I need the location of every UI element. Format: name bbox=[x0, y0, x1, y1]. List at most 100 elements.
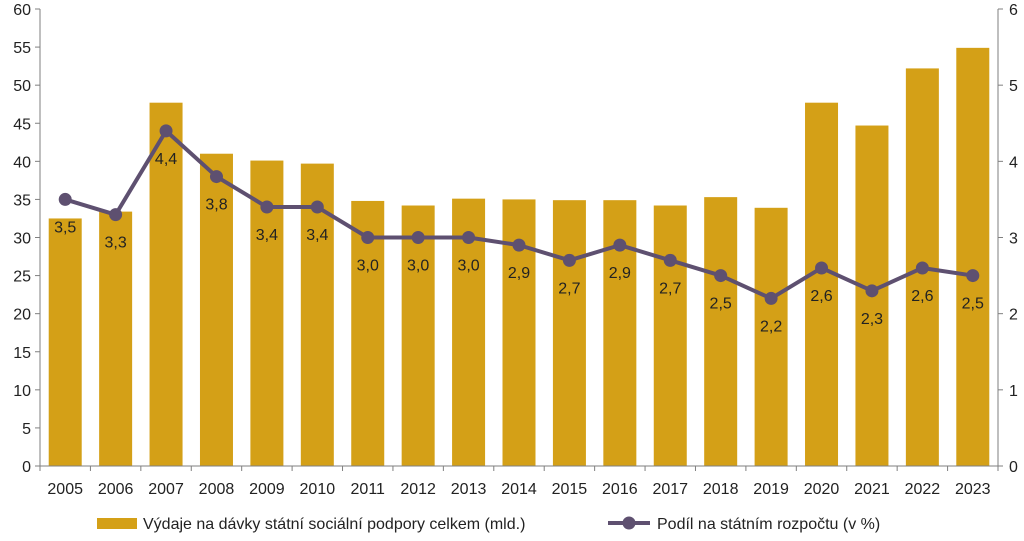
line-data-label: 4,4 bbox=[155, 151, 177, 168]
line-point bbox=[764, 291, 778, 305]
line-data-label: 2,7 bbox=[558, 280, 580, 297]
line-point bbox=[613, 238, 627, 252]
line-data-label: 2,7 bbox=[659, 280, 681, 297]
line-point bbox=[915, 261, 929, 275]
x-tick-label: 2016 bbox=[602, 481, 638, 498]
line-point bbox=[361, 231, 375, 244]
x-tick-label: 2018 bbox=[703, 481, 739, 498]
x-tick-label: 2017 bbox=[652, 481, 688, 498]
line-point bbox=[109, 208, 123, 222]
line-data-label: 3,5 bbox=[54, 219, 76, 236]
line-point bbox=[512, 238, 526, 252]
bar bbox=[956, 47, 990, 466]
x-tick-label: 2008 bbox=[199, 481, 235, 498]
line-data-label: 2,9 bbox=[609, 265, 631, 282]
left-tick-label: 40 bbox=[13, 154, 31, 171]
bar bbox=[99, 211, 133, 466]
bar bbox=[199, 153, 233, 466]
line-point bbox=[663, 253, 677, 267]
bar bbox=[704, 197, 738, 467]
bar bbox=[754, 207, 788, 467]
line-data-label: 3,3 bbox=[105, 235, 127, 252]
left-tick-label: 5 bbox=[22, 421, 31, 438]
left-tick-label: 25 bbox=[13, 269, 31, 286]
right-tick-label: 0 bbox=[1009, 459, 1018, 476]
bar bbox=[805, 102, 839, 466]
legend-swatch-bars bbox=[97, 518, 137, 529]
line-point bbox=[562, 253, 576, 267]
line-data-label: 3,4 bbox=[306, 227, 328, 244]
line-point bbox=[966, 269, 980, 283]
x-tick-label: 2023 bbox=[955, 481, 991, 498]
left-tick-label: 50 bbox=[13, 78, 31, 95]
left-tick-label: 45 bbox=[13, 116, 31, 133]
x-tick-label: 2015 bbox=[552, 481, 588, 498]
x-tick-label: 2019 bbox=[753, 481, 789, 498]
line-data-label: 3,0 bbox=[407, 258, 429, 275]
line-point bbox=[58, 192, 72, 206]
right-tick-label: 3 bbox=[1009, 231, 1018, 248]
line-data-label: 3,8 bbox=[205, 197, 227, 214]
left-tick-label: 30 bbox=[13, 231, 31, 248]
bar-series bbox=[48, 47, 990, 467]
legend-label-line: Podíl na státním rozpočtu (v %) bbox=[657, 516, 880, 533]
left-tick-label: 0 bbox=[22, 459, 31, 476]
x-tick-label: 2005 bbox=[47, 481, 83, 498]
x-tick-label: 2021 bbox=[854, 481, 890, 498]
right-tick-label: 5 bbox=[1009, 78, 1018, 95]
right-tick-label: 6 bbox=[1009, 2, 1018, 19]
line-point bbox=[159, 124, 173, 138]
line-point bbox=[462, 231, 476, 244]
line-data-label: 2,3 bbox=[861, 311, 883, 328]
line-point bbox=[411, 231, 425, 244]
legend-label-bars: Výdaje na dávky státní sociální podpory … bbox=[143, 516, 525, 533]
bar bbox=[401, 205, 435, 466]
legend-swatch-marker bbox=[622, 516, 636, 530]
line-data-label: 2,5 bbox=[962, 296, 984, 313]
x-tick-label: 2009 bbox=[249, 481, 285, 498]
x-tick-label: 2007 bbox=[148, 481, 184, 498]
left-tick-label: 15 bbox=[13, 345, 31, 362]
line-series bbox=[58, 124, 980, 305]
x-tick-label: 2022 bbox=[905, 481, 941, 498]
line-data-label: 2,9 bbox=[508, 265, 530, 282]
x-tick-label: 2011 bbox=[351, 481, 386, 498]
left-tick-label: 35 bbox=[13, 192, 31, 209]
left-tick-label: 20 bbox=[13, 307, 31, 324]
line-point bbox=[310, 200, 324, 214]
left-tick-label: 10 bbox=[13, 383, 31, 400]
x-tick-label: 2020 bbox=[804, 481, 840, 498]
x-tick-label: 2013 bbox=[451, 481, 487, 498]
line-point bbox=[209, 170, 223, 184]
bar bbox=[351, 200, 385, 466]
bar bbox=[149, 102, 183, 466]
line-data-label: 2,6 bbox=[911, 288, 933, 305]
line-data-label: 3,4 bbox=[256, 227, 278, 244]
legend: Výdaje na dávky státní sociální podpory … bbox=[97, 516, 880, 533]
line-point bbox=[865, 284, 879, 298]
line-point bbox=[815, 261, 829, 275]
left-tick-label: 60 bbox=[13, 2, 31, 19]
line-data-label: 3,0 bbox=[357, 258, 379, 275]
data-labels: 3,5 3,3 4,4 3,8 3,4 3,4 3,0 3,0 3,0 2,9 2,7 2,9 2,7 2… bbox=[54, 151, 984, 336]
bar bbox=[48, 218, 82, 466]
line-data-label: 3,0 bbox=[457, 258, 479, 275]
bar bbox=[653, 205, 687, 466]
right-tick-label: 2 bbox=[1009, 307, 1018, 324]
x-tick-label: 2006 bbox=[98, 481, 134, 498]
line-point bbox=[714, 269, 728, 283]
bar bbox=[552, 200, 586, 466]
left-tick-label: 55 bbox=[13, 40, 31, 57]
x-tick-label: 2014 bbox=[501, 481, 537, 498]
x-tick-label: 2010 bbox=[300, 481, 336, 498]
x-tick-label: 2012 bbox=[400, 481, 436, 498]
line-point bbox=[260, 200, 274, 214]
right-tick-label: 4 bbox=[1009, 154, 1018, 171]
line-data-label: 2,5 bbox=[710, 296, 732, 313]
right-tick-label: 1 bbox=[1009, 383, 1018, 400]
line-data-label: 2,6 bbox=[810, 288, 832, 305]
line-data-label: 2,2 bbox=[760, 318, 782, 335]
